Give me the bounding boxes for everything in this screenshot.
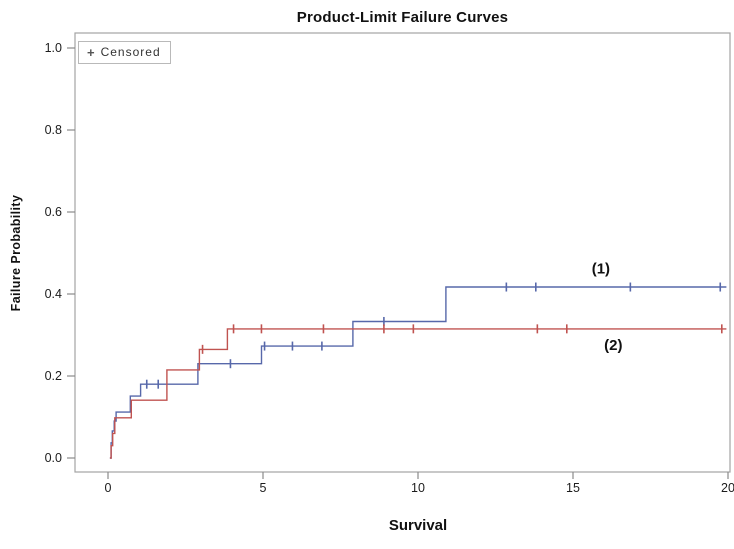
series-label-1: (1) [592, 261, 610, 278]
censor-plus-icon: + [87, 44, 95, 60]
censored-legend-label: Censored [100, 45, 161, 59]
y-tick-label: 0.4 [45, 287, 62, 301]
chart-title: Product-Limit Failure Curves [296, 9, 509, 26]
y-axis-ticks: 0.0 0.2 0.4 0.6 0.8 1.0 [45, 41, 75, 465]
x-tick-label: 15 [566, 481, 580, 495]
y-tick-label: 0.2 [45, 369, 62, 383]
series-labels: (1) (2) [592, 261, 623, 354]
y-tick-label: 1.0 [45, 41, 62, 55]
y-tick-label: 0.6 [45, 205, 62, 219]
x-tick-label: 5 [260, 481, 267, 495]
censored-legend: + Censored [78, 41, 171, 64]
x-axis-title: Survival [388, 517, 448, 534]
x-axis-ticks: 0 5 10 15 20 [105, 472, 734, 495]
y-tick-label: 0.8 [45, 123, 62, 137]
x-tick-label: 20 [721, 481, 734, 495]
failure-curve-1 [109, 286, 727, 459]
failure-curves [109, 282, 727, 459]
y-axis-title: Failure Probability [9, 194, 23, 312]
y-tick-label: 0.0 [45, 451, 62, 465]
series-label-2: (2) [604, 337, 622, 354]
plot-frame [74, 32, 731, 473]
x-tick-label: 0 [105, 481, 112, 495]
failure-curve-2 [109, 328, 727, 459]
x-tick-label: 10 [411, 481, 425, 495]
